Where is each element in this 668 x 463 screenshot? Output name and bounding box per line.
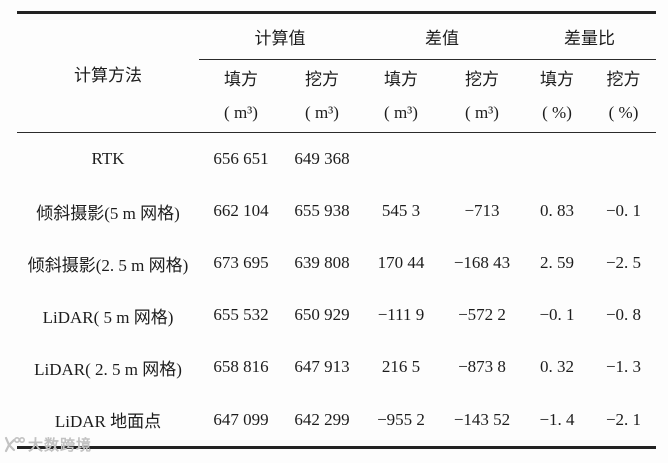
- value-cell: −0. 8: [605, 305, 642, 324]
- value-cell: −2. 1: [605, 409, 642, 429]
- value-cell: [591, 133, 656, 186]
- value-cell: −713: [464, 201, 500, 220]
- value-cell: 655 532: [213, 305, 269, 324]
- value-cell: −143 52: [453, 409, 511, 429]
- method-cell: 倾斜摄影(5 m 网格): [36, 203, 180, 223]
- value-cell: [523, 133, 591, 186]
- value-cell: −572 2: [458, 305, 506, 324]
- table-row: LiDAR( 5 m 网格) 655 532 650 929 −111 9 −5…: [17, 289, 656, 341]
- unit-m3: ( m³): [441, 94, 523, 133]
- value-cell: 647 099: [213, 409, 269, 429]
- unit-percent: ( %): [591, 94, 656, 133]
- table-row: RTK 656 651 649 368: [17, 133, 656, 186]
- value-cell: 545 3: [381, 201, 421, 220]
- value-cell: −0. 1: [539, 305, 575, 324]
- table-subheader-row: 填方 挖方 填方 挖方 填方 挖方: [17, 60, 656, 95]
- value-cell: 647 913: [294, 357, 350, 376]
- value-cell: 658 816: [213, 357, 269, 376]
- method-cell: 倾斜摄影(2. 5 m 网格): [27, 255, 189, 275]
- value-cell: −2. 5: [605, 253, 642, 272]
- unit-m3: ( m³): [199, 94, 283, 133]
- table-unit-row: ( m³) ( m³) ( m³) ( m³) ( %) ( %): [17, 94, 656, 133]
- value-cell: 662 104: [213, 201, 269, 220]
- group-header-calculated: 计算值: [199, 12, 361, 60]
- watermark-text: 大数跨境: [28, 438, 93, 454]
- value-cell: 656 651: [213, 149, 269, 168]
- value-cell: 639 808: [294, 253, 350, 272]
- table-row: 倾斜摄影(2. 5 m 网格) 673 695 639 808 170 44 −…: [17, 237, 656, 289]
- value-cell: −0. 1: [605, 201, 642, 220]
- value-cell: −1. 4: [539, 409, 575, 429]
- subheader-cut-diff: 挖方: [465, 69, 499, 89]
- method-cell: LiDAR( 2. 5 m 网格): [34, 359, 182, 379]
- value-cell: −111 9: [377, 305, 425, 324]
- table-row: LiDAR 地面点 647 099 642 299 −955 2 −143 52…: [17, 393, 656, 448]
- subheader-fill-calc: 填方: [224, 69, 258, 89]
- value-cell: [441, 133, 523, 186]
- table-row: LiDAR( 2. 5 m 网格) 658 816 647 913 216 5 …: [17, 341, 656, 393]
- table-group-header-row: 计算方法 计算值 差值 差量比: [17, 12, 656, 133]
- subheader-cut-calc: 挖方: [305, 69, 339, 89]
- value-cell: 673 695: [213, 253, 269, 272]
- value-cell: 170 44: [377, 253, 425, 272]
- method-cell: LiDAR 地面点: [54, 412, 162, 431]
- subheader-fill-ratio: 填方: [540, 69, 574, 89]
- group-header-difference: 差值: [361, 12, 523, 60]
- method-column-header: 计算方法: [17, 12, 199, 133]
- table-row: 倾斜摄影(5 m 网格) 662 104 655 938 545 3 −713 …: [17, 185, 656, 237]
- unit-m3: ( m³): [361, 94, 441, 133]
- watermark-logo-icon: [3, 436, 25, 453]
- subheader-cut-ratio: 挖方: [606, 69, 641, 89]
- volume-comparison-table: 计算方法 计算值 差值 差量比 填方 挖方 填方 挖方 填方 挖方 ( m³) …: [17, 11, 656, 449]
- value-cell: −873 8: [458, 357, 506, 376]
- value-cell: 0. 32: [540, 357, 574, 376]
- value-cell: −955 2: [377, 409, 425, 429]
- value-cell: 642 299: [294, 409, 350, 429]
- value-cell: −1. 3: [605, 357, 642, 376]
- value-cell: 650 929: [294, 305, 350, 324]
- unit-percent: ( %): [523, 94, 591, 133]
- value-cell: 2. 59: [540, 253, 574, 272]
- group-header-ratio: 差量比: [523, 12, 656, 60]
- value-cell: 216 5: [381, 357, 421, 376]
- unit-m3: ( m³): [283, 94, 361, 133]
- value-cell: 655 938: [294, 201, 350, 220]
- watermark: 大数跨境: [3, 434, 92, 455]
- value-cell: 649 368: [294, 149, 350, 168]
- value-cell: [361, 133, 441, 186]
- value-cell: −168 43: [453, 253, 511, 272]
- subheader-fill-diff: 填方: [384, 69, 418, 89]
- method-cell: LiDAR( 5 m 网格): [42, 307, 174, 327]
- value-cell: 0. 83: [540, 201, 574, 220]
- method-cell: RTK: [91, 149, 125, 168]
